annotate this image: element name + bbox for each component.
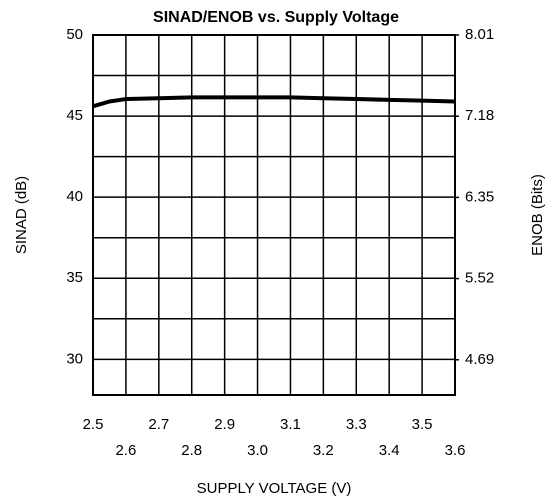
y2-tick-label: 5.52 <box>465 270 494 287</box>
x-axis-title: SUPPLY VOLTAGE (V) <box>197 480 352 497</box>
chart-title: SINAD/ENOB vs. Supply Voltage <box>153 9 399 26</box>
x-tick-label: 2.5 <box>83 416 104 433</box>
y-tick-label: 30 <box>66 350 83 367</box>
y-tick-label: 50 <box>66 26 83 43</box>
y-tick-label: 35 <box>66 269 83 286</box>
x-tick-label: 2.8 <box>181 442 202 459</box>
x-tick-label: 2.6 <box>115 442 136 459</box>
x-tick-label: 3.2 <box>313 442 334 459</box>
y2-tick-label: 7.18 <box>465 107 494 124</box>
y-tick-label: 40 <box>66 188 83 205</box>
x-tick-label: 3.6 <box>445 442 466 459</box>
x-tick-label: 3.4 <box>379 442 400 459</box>
x-tick-label: 3.0 <box>247 442 268 459</box>
x-tick-label: 3.5 <box>412 416 433 433</box>
y2-tick-label: 4.69 <box>465 351 494 368</box>
y-axis-title: SINAD (dB) <box>13 176 30 254</box>
x-tick-label: 3.1 <box>280 416 301 433</box>
x-tick-label: 3.3 <box>346 416 367 433</box>
y2-axis-title: ENOB (Bits) <box>529 174 546 256</box>
x-tick-label: 2.7 <box>148 416 169 433</box>
y2-tick-label: 6.35 <box>465 188 494 205</box>
y2-tick-label: 8.01 <box>465 26 494 43</box>
plot-frame <box>92 34 456 396</box>
x-tick-label: 2.9 <box>214 416 235 433</box>
data-line <box>92 95 456 109</box>
y-tick-label: 45 <box>66 107 83 124</box>
